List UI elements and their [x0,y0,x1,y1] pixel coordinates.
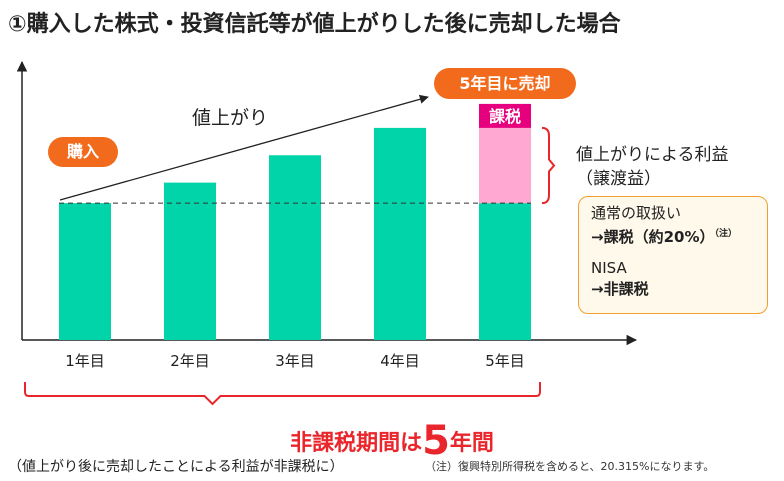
summary-suffix: 年間 [449,431,494,456]
nisa-value: →非課税 [591,280,649,298]
bar-year-4 [374,127,426,340]
profit-label: 値上がりによる利益 （譲渡益） [576,143,729,191]
rise-label: 値上がり [192,107,269,129]
normal-treatment-rate: →課税（約20%） [591,228,715,246]
tax-tag [479,103,531,128]
tax-tag-label: 課税 [489,107,521,126]
x-tick-label: 5年目 [485,352,525,370]
x-tick-label: 2年目 [170,352,210,370]
summary-subtext: （値上がり後に売却したことによる利益が非課税に） [8,459,344,475]
bar-year-2 [164,182,216,340]
bar-year-1 [59,203,111,340]
bar-year-3 [269,155,321,340]
summary-number: 5 [422,418,450,464]
nisa-label: NISA [591,259,627,277]
buy-label: 購入 [48,137,118,167]
profit-label-line2: （譲渡益） [576,169,661,189]
sell-label: 5年目に売却 [434,68,576,99]
profit-label-line1: 値上がりによる利益 [576,145,729,165]
x-tick-label: 3年目 [275,352,315,370]
normal-treatment-value: →課税（約20%）（注） [591,224,755,248]
x-tick-label: 4年目 [380,352,420,370]
normal-treatment-note: （注） [714,229,737,239]
normal-treatment-label: 通常の取扱い [591,204,682,222]
footnote: （注）復興特別所得税を含めると、20.315%になります。 [425,460,715,473]
profit-bracket [541,126,556,205]
nisa-period-summary: 非課税期間は5年間 [0,418,784,464]
bar-year-5-gain [479,127,531,204]
period-bracket [24,382,541,406]
summary-prefix: 非課税期間は [290,431,423,456]
x-tick-label: 1年目 [65,352,105,370]
rise-arrow [59,94,429,201]
page-title: ①購入した株式・投資信託等が値上がりした後に売却した場合 [8,12,621,37]
tax-treatment-box: 通常の取扱い →課税（約20%）（注） NISA →非課税 [578,196,768,314]
bar-year-5-base [479,203,531,340]
